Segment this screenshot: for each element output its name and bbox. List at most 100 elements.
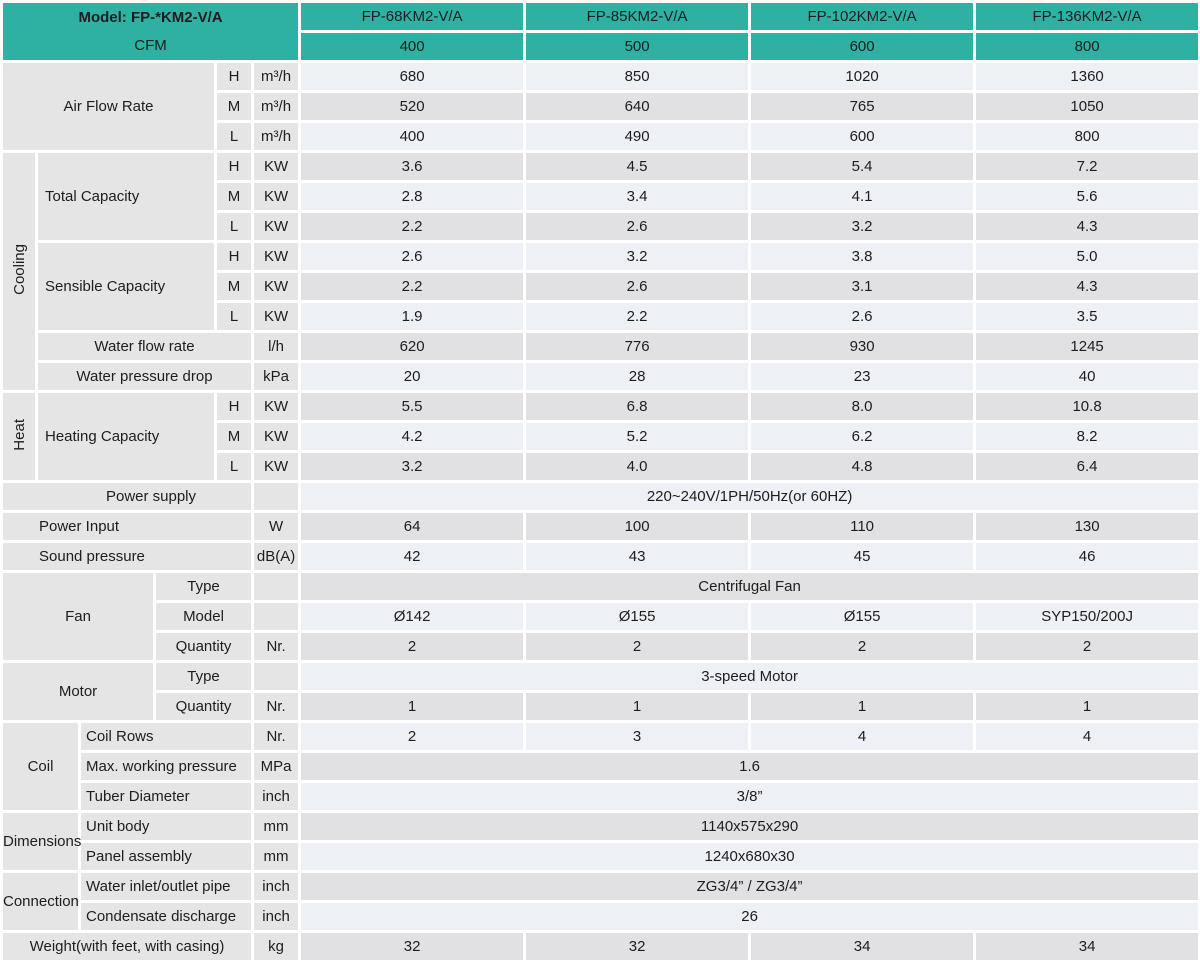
- data-cell: 3.4: [526, 183, 749, 210]
- data-cell: 2: [751, 633, 974, 660]
- table-row: L KW 1.9 2.2 2.6 3.5: [3, 303, 1199, 330]
- table-row: Sound pressure dB(A) 42 43 45 46: [3, 543, 1199, 570]
- data-cell: 4: [751, 723, 974, 750]
- unit-label: KW: [254, 213, 299, 240]
- data-cell: 5.2: [526, 423, 749, 450]
- tube-diameter-label: Tuber Diameter: [81, 783, 251, 810]
- data-cell: 850: [526, 63, 749, 90]
- data-cell: 1: [526, 693, 749, 720]
- data-cell: Ø155: [526, 603, 749, 630]
- speed-label: L: [217, 453, 251, 480]
- speed-label: H: [217, 63, 251, 90]
- data-cell: 2.6: [751, 303, 974, 330]
- table-row: L KW 2.2 2.6 3.2 4.3: [3, 213, 1199, 240]
- data-cell: 3.6: [301, 153, 524, 180]
- unit-label: [254, 663, 299, 690]
- table-row: Max. working pressure MPa 1.6: [3, 753, 1199, 780]
- data-cell: 2.6: [301, 243, 524, 270]
- total-capacity-label: Total Capacity: [38, 153, 214, 240]
- data-cell: 4.5: [526, 153, 749, 180]
- power-input-label: Power Input: [3, 513, 251, 540]
- unit-label: [254, 573, 299, 600]
- data-cell: 400: [301, 123, 524, 150]
- speed-label: H: [217, 153, 251, 180]
- data-cell: 520: [301, 93, 524, 120]
- unit-label: W: [254, 513, 299, 540]
- data-cell: 110: [751, 513, 974, 540]
- table-row: Dimensions Unit body mm 1140x575x290: [3, 813, 1199, 870]
- unit-label: [254, 603, 299, 630]
- unit-label: mm: [254, 843, 299, 870]
- table-row: Power supply 220~240V/1PH/50Hz(or 60HZ): [3, 483, 1199, 510]
- water-flow-rate-label: Water flow rate: [38, 333, 251, 360]
- power-supply-value: 220~240V/1PH/50Hz(or 60HZ): [301, 483, 1199, 510]
- data-cell: 1360: [976, 63, 1199, 90]
- data-cell: 5.0: [976, 243, 1199, 270]
- data-cell: 2.2: [301, 213, 524, 240]
- unit-label: KW: [254, 183, 299, 210]
- unit-label: KW: [254, 303, 299, 330]
- table-row: M KW 2.2 2.6 3.1 4.3: [3, 273, 1199, 300]
- data-cell: 34: [976, 933, 1199, 960]
- speed-label: M: [217, 183, 251, 210]
- unit-body-label: Unit body: [81, 813, 251, 840]
- unit-label: MPa: [254, 753, 299, 780]
- water-pressure-drop-label: Water pressure drop: [38, 363, 251, 390]
- unit-label: mm: [254, 813, 299, 840]
- data-cell: 2.2: [526, 303, 749, 330]
- motor-section-label: Motor: [3, 663, 153, 720]
- data-cell: 2.6: [526, 273, 749, 300]
- cfm-value: 500: [526, 33, 749, 60]
- table-row: Sensible Capacity H KW 2.6 3.2 3.8 5.0: [3, 243, 1199, 330]
- data-cell: 130: [976, 513, 1199, 540]
- motor-type-value: 3-speed Motor: [301, 663, 1199, 690]
- data-cell: 1050: [976, 93, 1199, 120]
- data-cell: 765: [751, 93, 974, 120]
- data-cell: 20: [301, 363, 524, 390]
- header-row-models: Model: FP-*KM2-V/A CFM FP-68KM2-V/A FP-8…: [3, 3, 1199, 60]
- data-cell: 32: [301, 933, 524, 960]
- unit-label: Nr.: [254, 693, 299, 720]
- weight-label: Weight(with feet, with casing): [3, 933, 251, 960]
- table-row: Panel assembly mm 1240x680x30: [3, 843, 1199, 870]
- data-cell: SYP150/200J: [976, 603, 1199, 630]
- data-cell: 1.9: [301, 303, 524, 330]
- unit-label: m³/h: [254, 123, 299, 150]
- unit-label: m³/h: [254, 63, 299, 90]
- data-cell: 28: [526, 363, 749, 390]
- data-cell: 4.3: [976, 273, 1199, 300]
- table-row: Heat Heating Capacity H KW 5.5 6.8 8.0 1…: [3, 393, 1199, 480]
- data-cell: 3.2: [751, 213, 974, 240]
- data-cell: 8.0: [751, 393, 974, 420]
- data-cell: 4.2: [301, 423, 524, 450]
- data-cell: 3.5: [976, 303, 1199, 330]
- data-cell: 45: [751, 543, 974, 570]
- data-cell: 930: [751, 333, 974, 360]
- data-cell: 32: [526, 933, 749, 960]
- data-cell: 64: [301, 513, 524, 540]
- data-cell: Ø155: [751, 603, 974, 630]
- fan-type-label: Type: [156, 573, 251, 600]
- data-cell: 8.2: [976, 423, 1199, 450]
- unit-label: KW: [254, 393, 299, 420]
- cooling-section-label: Cooling: [3, 153, 35, 390]
- data-cell: 620: [301, 333, 524, 360]
- table-row: M KW 2.8 3.4 4.1 5.6: [3, 183, 1199, 210]
- data-cell: 4.3: [976, 213, 1199, 240]
- data-cell: 3.2: [301, 453, 524, 480]
- data-cell: 43: [526, 543, 749, 570]
- data-cell: 2: [301, 723, 524, 750]
- model-col-header: FP-136KM2-V/A: [976, 3, 1199, 30]
- data-cell: 1: [301, 693, 524, 720]
- unit-label: Nr.: [254, 723, 299, 750]
- header-row-cfm: 400 500 600 800: [3, 33, 1199, 60]
- data-cell: 800: [976, 123, 1199, 150]
- coil-rows-label: Coil Rows: [81, 723, 251, 750]
- table-row: Model Ø142 Ø155 Ø155 SYP150/200J: [3, 603, 1199, 630]
- heat-section-label: Heat: [3, 393, 35, 480]
- airflow-label: Air Flow Rate: [3, 63, 214, 150]
- model-col-header: FP-102KM2-V/A: [751, 3, 974, 30]
- table-row: Quantity Nr. 2 2 2 2: [3, 633, 1199, 660]
- data-cell: 2: [526, 633, 749, 660]
